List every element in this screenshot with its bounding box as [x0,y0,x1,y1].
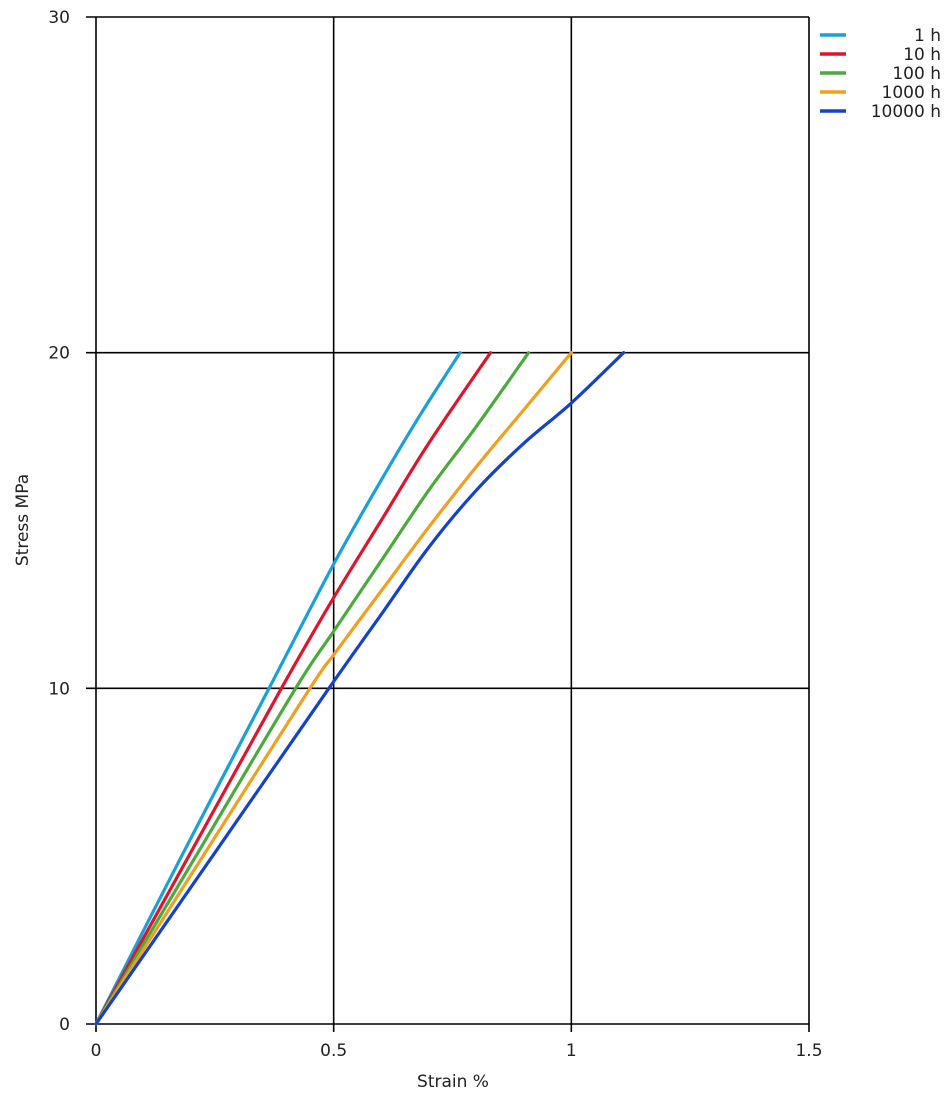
x-tick-label: 1 [566,1041,577,1061]
grid-layer [86,16,810,1032]
series-line-4 [94,351,626,1026]
legend-label: 100 h [892,64,941,84]
series-layer [94,351,626,1026]
legend-label: 10000 h [871,102,941,122]
legend-label: 10 h [903,45,941,65]
y-tick-label: 0 [59,1015,70,1035]
legend-label: 1000 h [882,83,941,103]
series-line-3 [94,351,573,1026]
series-line-1 [94,351,493,1026]
x-tick-label: 0 [91,1041,102,1061]
y-tick-label: 30 [48,8,70,28]
y-tick-label: 20 [48,344,70,364]
x-axis-title: Strain % [417,1072,489,1092]
series-line-0 [94,351,462,1026]
x-tick-label: 0.5 [320,1041,347,1061]
series-line-2 [94,351,531,1026]
axis-layer: 0 0.5 1 1.5 0 10 20 30 [48,8,822,1061]
legend-label: 1 h [914,26,941,46]
y-tick-label: 10 [48,679,70,699]
y-axis-title: Stress MPa [13,474,33,566]
x-tick-label: 1.5 [795,1041,822,1061]
